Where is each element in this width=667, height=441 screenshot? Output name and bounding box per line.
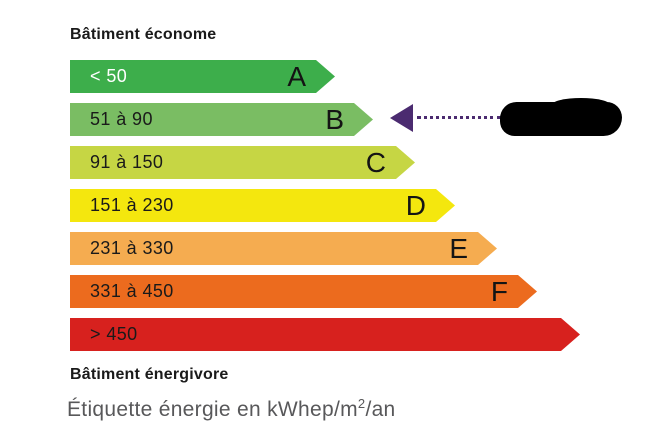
redacted-value-blob <box>500 102 622 136</box>
energy-class-letter: B <box>325 104 344 135</box>
unit-note-superscript: 2 <box>357 396 366 411</box>
energy-range-label: 331 à 450 <box>90 281 174 301</box>
energy-range-label: 51 à 90 <box>90 109 153 129</box>
unit-note-text: Étiquette énergie en kWhep/m <box>67 398 358 421</box>
energy-class-letter: E <box>449 233 468 264</box>
marker-dotted-line <box>417 116 501 119</box>
energy-bar-f: 331 à 450 F <box>70 275 537 308</box>
energy-label-unit-note: Étiquette énergie en kWhep/m2/an <box>67 396 396 422</box>
energy-bar-a: < 50 A <box>70 60 335 93</box>
unit-note-suffix: /an <box>365 398 396 421</box>
energy-bar-d: 151 à 230 D <box>70 189 455 222</box>
energy-bar-b: 51 à 90 B <box>70 103 373 136</box>
energy-class-letter: C <box>365 147 386 178</box>
energy-range-label: 91 à 150 <box>90 152 164 172</box>
energy-class-letter: D <box>405 190 426 221</box>
energy-class-letter: A <box>287 61 306 92</box>
economical-building-caption: Bâtiment économe <box>70 26 217 43</box>
energy-bar-c: 91 à 150 C <box>70 146 415 179</box>
energy-range-label: 231 à 330 <box>90 238 174 258</box>
energy-bar-e: 231 à 330 E <box>70 232 497 265</box>
energy-bar-g: > 450 <box>70 318 580 351</box>
energy-range-label: > 450 <box>90 324 138 344</box>
energy-range-label: < 50 <box>90 66 128 86</box>
energy-class-letter: F <box>490 276 508 307</box>
energy-range-label: 151 à 230 <box>90 195 174 215</box>
marker-arrow-icon <box>390 104 413 132</box>
energy-scale: < 50 A 51 à 90 B 91 à 150 C 151 à 230 D … <box>70 60 580 361</box>
energy-hungry-building-caption: Bâtiment énergivore <box>70 366 229 383</box>
